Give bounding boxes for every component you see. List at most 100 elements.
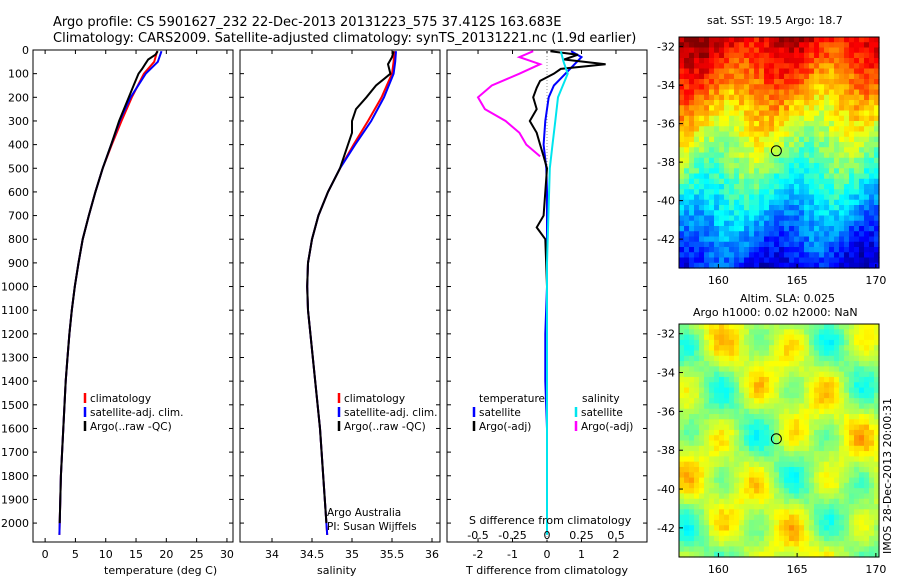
x-tick-label: 34 xyxy=(265,548,279,561)
x-tick-label: -1 xyxy=(507,548,518,561)
series-line xyxy=(58,50,159,524)
g-sst-frame xyxy=(678,36,880,269)
salinity-panel: 34 34.5 35 35.5 36 climatology satellite-adj. … xyxy=(239,49,441,561)
x-tick-label-S: -0.25 xyxy=(498,529,526,542)
y-tick-label: 300 xyxy=(8,115,29,128)
difference-panel: -2 -1 0 1 2 -0.5 -0.25 0 0.25 0.5 temperature salin… xyxy=(446,49,648,561)
y-tick-label: 800 xyxy=(8,233,29,246)
timestamp: IMOS 28-Dec-2013 20:00:31 xyxy=(881,398,894,554)
credit-line-2: PI: Susan Wijffels xyxy=(327,521,417,533)
argo-position-marker xyxy=(770,145,782,157)
legend-title: temperature xyxy=(479,393,545,405)
legend-label: climatology xyxy=(344,393,405,405)
x-tick-label: 35 xyxy=(345,548,359,561)
map-y-tick-label: -32 xyxy=(657,328,675,341)
legend-label: satellite xyxy=(581,407,623,419)
g-temp-frame xyxy=(32,49,234,543)
legend-label: Argo(..raw -QC) xyxy=(90,421,172,433)
header-line-1: Argo profile: CS 5901627_232 22-Dec-2013… xyxy=(53,15,561,30)
y-tick-label: 200 xyxy=(8,91,29,104)
map-x-tick-label: 170 xyxy=(865,563,886,576)
y-tick-label: 1300 xyxy=(1,352,29,365)
credit-line-1: Argo Australia xyxy=(327,507,401,519)
diff-xlabel-S: S difference from climatology xyxy=(469,514,632,527)
map-x-tick-label: 160 xyxy=(708,274,729,287)
y-tick-label: 1100 xyxy=(1,304,29,317)
map-y-tick-label: -34 xyxy=(657,367,675,380)
x-tick-label: 36 xyxy=(425,548,439,561)
y-tick-label: 500 xyxy=(8,162,29,175)
x-tick-label: 1 xyxy=(578,548,585,561)
x-tick-label: 20 xyxy=(159,548,173,561)
x-tick-label: 5 xyxy=(72,548,79,561)
y-tick-label: 1200 xyxy=(1,328,29,341)
legend-label: satellite-adj. clim. xyxy=(90,407,183,419)
map-y-tick-label: -40 xyxy=(657,483,675,496)
y-tick-label: 1600 xyxy=(1,422,29,435)
map-y-tick-label: -42 xyxy=(657,522,675,535)
map-y-tick-label: -32 xyxy=(657,41,675,54)
x-tick-label: 30 xyxy=(220,548,234,561)
map-y-tick-label: -42 xyxy=(657,233,675,246)
y-tick-label: 900 xyxy=(8,257,29,270)
x-tick-label: 35.5 xyxy=(380,548,405,561)
x-tick-label: 10 xyxy=(99,548,113,561)
map-y-tick-label: -38 xyxy=(657,444,675,457)
y-tick-label: 0 xyxy=(22,44,29,57)
y-tick-label: 700 xyxy=(8,210,29,223)
map-x-tick-label: 160 xyxy=(708,563,729,576)
g-sla-frame xyxy=(678,323,880,558)
y-tick-label: 1400 xyxy=(1,375,29,388)
x-tick-label: 2 xyxy=(612,548,619,561)
y-tick-label: 100 xyxy=(8,68,29,81)
x-tick-label: -2 xyxy=(473,548,484,561)
sst-map-panel: 160 165 170 -32 -34 -36 -38 -40 -42 xyxy=(657,36,886,287)
sla-map-title: Altim. SLA: 0.025 xyxy=(740,292,835,305)
g-sla-cells xyxy=(679,324,880,558)
y-tick-label: 600 xyxy=(8,186,29,199)
map-y-tick-label: -36 xyxy=(657,118,675,131)
series-line xyxy=(476,50,543,158)
legend-label: Argo(..raw -QC) xyxy=(344,421,426,433)
temperature-xlabel: temperature (deg C) xyxy=(104,564,217,577)
legend-label: Argo(-adj) xyxy=(479,421,531,433)
legend-label: Argo(-adj) xyxy=(581,421,633,433)
y-tick-label: 1800 xyxy=(1,470,29,483)
x-tick-label: 0 xyxy=(544,548,551,561)
header-line-2: Climatology: CARS2009. Satellite-adjuste… xyxy=(53,31,636,46)
map-y-tick-label: -38 xyxy=(657,156,675,169)
argo-position-marker xyxy=(770,433,782,445)
sla-map-panel: 160 165 170 -32 -34 -36 -38 -40 -42 xyxy=(657,323,886,576)
series-line xyxy=(306,50,395,524)
legend-label: satellite-adj. clim. xyxy=(344,407,437,419)
y-tick-label: 1500 xyxy=(1,399,29,412)
legend-label: satellite xyxy=(479,407,521,419)
map-x-tick-label: 170 xyxy=(865,274,886,287)
temperature-panel: 0 5 10 15 20 25 300100200300400500600700800900… xyxy=(1,44,234,561)
x-tick-label: 25 xyxy=(190,548,204,561)
y-tick-label: 2000 xyxy=(1,517,29,530)
g-sst-cells xyxy=(679,37,880,269)
series-line xyxy=(546,50,569,535)
g-sal-frame xyxy=(239,49,441,543)
map-y-tick-label: -34 xyxy=(657,79,675,92)
x-tick-label-S: 0.25 xyxy=(569,529,594,542)
x-tick-label: 34.5 xyxy=(300,548,325,561)
legend-label: climatology xyxy=(90,393,151,405)
sst-map-title: sat. SST: 19.5 Argo: 18.7 xyxy=(707,14,843,27)
map-x-tick-label: 165 xyxy=(787,563,808,576)
map-x-tick-label: 165 xyxy=(787,274,808,287)
legend-title: salinity xyxy=(582,393,620,405)
y-tick-label: 1900 xyxy=(1,493,29,506)
y-tick-label: 1000 xyxy=(1,281,29,294)
x-tick-label: 0 xyxy=(42,548,49,561)
map-y-tick-label: -40 xyxy=(657,195,675,208)
salinity-xlabel: salinity xyxy=(317,564,357,577)
y-tick-label: 400 xyxy=(8,139,29,152)
diff-xlabel-T: T difference from climatology xyxy=(465,564,628,577)
x-tick-label: 15 xyxy=(129,548,143,561)
x-tick-label-S: 0.5 xyxy=(607,529,625,542)
map-y-tick-label: -36 xyxy=(657,405,675,418)
x-tick-label-S: -0.5 xyxy=(467,529,488,542)
